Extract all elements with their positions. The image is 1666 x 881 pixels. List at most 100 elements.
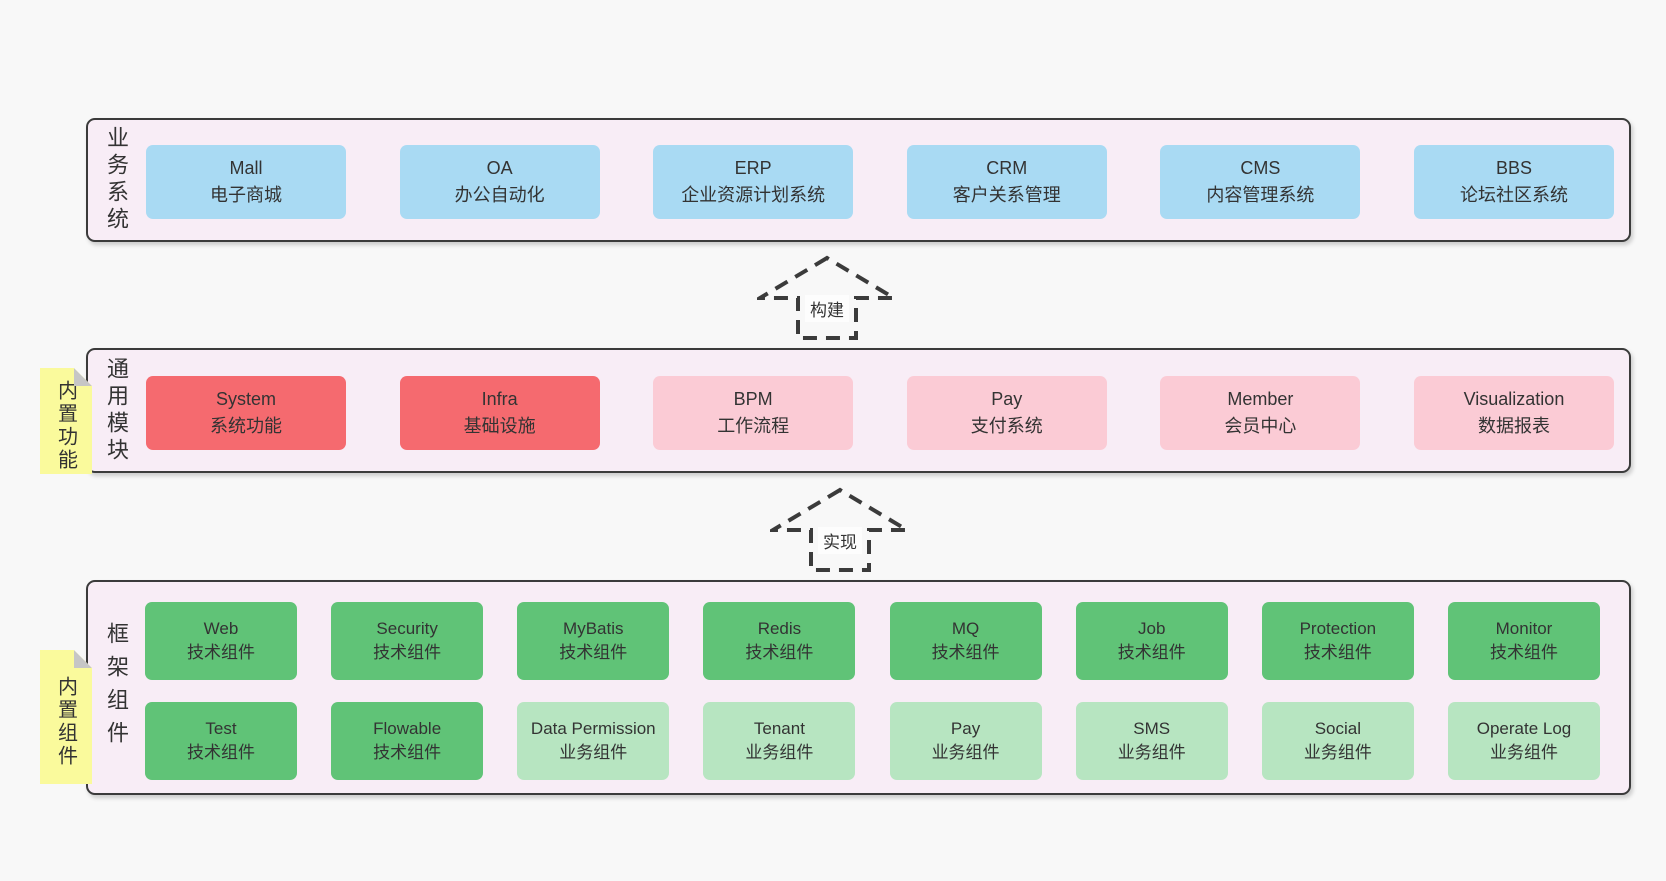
box-title: Pay <box>950 719 981 739</box>
box-infra: Infra 基础设施 <box>399 376 600 450</box>
box-subtitle: 论坛社区系统 <box>1459 185 1568 205</box>
business-boxes-row: Mall 电子商城 OA 办公自动化 ERP 企业资源计划系统 CRM 客户关系… <box>146 145 1614 219</box>
box-subtitle: 业务组件 <box>1117 743 1186 762</box>
box-title: Member <box>1227 389 1294 409</box>
box-subtitle: 业务组件 <box>745 743 814 762</box>
box-subtitle: 企业资源计划系统 <box>681 185 826 205</box>
layer-label-business: 业务系统 <box>104 126 129 234</box>
box-operate-log: Operate Log 业务组件 <box>1447 702 1600 780</box>
box-title: BBS <box>1495 158 1532 178</box>
box-crm: CRM 客户关系管理 <box>906 145 1107 219</box>
box-web: Web 技术组件 <box>145 602 297 680</box>
sticky-tag-label: 内置功能 <box>54 380 77 472</box>
box-title: CMS <box>1240 158 1281 178</box>
box-title: System <box>215 389 276 409</box>
sticky-tag-builtin-features: 内置功能 <box>40 368 92 474</box>
box-title: OA <box>486 158 513 178</box>
box-title: Social <box>1314 719 1361 739</box>
arrow-label: 构建 <box>805 295 849 322</box>
box-test: Test 技术组件 <box>145 702 297 780</box>
box-sms: SMS 业务组件 <box>1075 702 1228 780</box>
box-flowable: Flowable 技术组件 <box>331 702 484 780</box>
layer-framework-components: 框架组件 Web 技术组件 Security 技术组件 MyBatis 技术组件… <box>86 580 1631 795</box>
box-job: Job 技术组件 <box>1075 602 1228 680</box>
box-cms: CMS 内容管理系统 <box>1160 145 1361 219</box>
box-subtitle: 业务组件 <box>1303 743 1372 762</box>
box-subtitle: 会员中心 <box>1224 416 1297 436</box>
arrow-up-implement: 实现 <box>770 487 910 573</box>
box-title: Infra <box>481 389 518 409</box>
box-title: CRM <box>986 158 1028 178</box>
box-title: MQ <box>951 619 980 639</box>
box-subtitle: 客户关系管理 <box>952 185 1061 205</box>
box-mall: Mall 电子商城 <box>146 145 346 219</box>
box-bbs: BBS 论坛社区系统 <box>1413 145 1614 219</box>
box-subtitle: 技术组件 <box>1489 643 1558 662</box>
box-social: Social 业务组件 <box>1261 702 1414 780</box>
modules-boxes-row: System 系统功能 Infra 基础设施 BPM 工作流程 Pay 支付系统… <box>146 376 1614 450</box>
layer-common-modules: 通用模块 System 系统功能 Infra 基础设施 BPM 工作流程 Pay… <box>86 348 1631 473</box>
box-pay: Pay 支付系统 <box>906 376 1107 450</box>
box-protection: Protection 技术组件 <box>1261 602 1414 680</box>
box-member: Member 会员中心 <box>1160 376 1361 450</box>
layer-business-systems: 业务系统 Mall 电子商城 OA 办公自动化 ERP 企业资源计划系统 CRM… <box>86 118 1631 242</box>
box-mybatis: MyBatis 技术组件 <box>517 602 670 680</box>
box-subtitle: 业务组件 <box>931 743 1000 762</box>
box-subtitle: 办公自动化 <box>454 185 545 205</box>
box-erp: ERP 企业资源计划系统 <box>653 145 854 219</box>
box-subtitle: 基础设施 <box>463 416 536 436</box>
box-title: Job <box>1137 619 1166 639</box>
box-subtitle: 业务组件 <box>1489 743 1558 762</box>
layer-label-components: 框架组件 <box>104 621 129 754</box>
dashed-up-arrow-icon <box>757 255 897 340</box>
box-subtitle: 系统功能 <box>210 416 282 436</box>
box-title: Redis <box>757 619 802 639</box>
box-title: ERP <box>734 158 772 178</box>
sticky-tag-label: 内置组件 <box>54 676 77 768</box>
box-subtitle: 技术组件 <box>1117 643 1186 662</box>
dashed-up-arrow-icon <box>770 487 910 572</box>
box-mq: MQ 技术组件 <box>889 602 1042 680</box>
sticky-tag-builtin-components: 内置组件 <box>40 650 92 784</box>
box-title: Protection <box>1299 619 1377 639</box>
box-subtitle: 技术组件 <box>1303 643 1372 662</box>
box-visualization: Visualization 数据报表 <box>1413 376 1614 450</box>
box-subtitle: 技术组件 <box>187 643 255 662</box>
arrow-label: 实现 <box>818 527 862 554</box>
box-subtitle: 技术组件 <box>559 643 628 662</box>
box-bpm: BPM 工作流程 <box>653 376 854 450</box>
box-subtitle: 技术组件 <box>373 643 442 662</box>
box-redis: Redis 技术组件 <box>703 602 856 680</box>
box-title: Flowable <box>373 719 442 739</box>
box-title: Monitor <box>1495 619 1553 639</box>
layer-label-modules: 通用模块 <box>104 356 129 465</box>
box-subtitle: 技术组件 <box>931 643 1000 662</box>
box-subtitle: 电子商城 <box>210 185 282 205</box>
box-title: MyBatis <box>563 619 624 639</box>
box-system: System 系统功能 <box>146 376 346 450</box>
box-pay-business: Pay 业务组件 <box>889 702 1042 780</box>
box-subtitle: 内容管理系统 <box>1206 185 1315 205</box>
box-title: Operate Log <box>1476 719 1572 739</box>
box-data-permission: Data Permission 业务组件 <box>517 702 670 780</box>
box-title: SMS <box>1133 719 1171 739</box>
box-subtitle: 技术组件 <box>745 643 814 662</box>
box-subtitle: 支付系统 <box>970 416 1043 436</box>
box-title: Data Permission <box>530 719 656 739</box>
box-monitor: Monitor 技术组件 <box>1447 602 1600 680</box>
box-security: Security 技术组件 <box>331 602 484 680</box>
components-row-2: Test 技术组件 Flowable 技术组件 Data Permission … <box>145 702 1600 780</box>
box-title: Security <box>376 619 438 639</box>
box-oa: OA 办公自动化 <box>399 145 600 219</box>
box-tenant: Tenant 业务组件 <box>703 702 856 780</box>
box-subtitle: 技术组件 <box>373 743 442 762</box>
box-title: Web <box>203 619 239 639</box>
box-subtitle: 技术组件 <box>187 743 255 762</box>
box-title: BPM <box>733 389 773 409</box>
box-title: Pay <box>991 389 1023 409</box>
box-title: Test <box>205 719 237 739</box>
box-subtitle: 工作流程 <box>717 416 790 436</box>
box-title: Tenant <box>753 719 805 739</box>
box-title: Visualization <box>1463 389 1565 409</box>
box-subtitle: 数据报表 <box>1477 416 1550 436</box>
